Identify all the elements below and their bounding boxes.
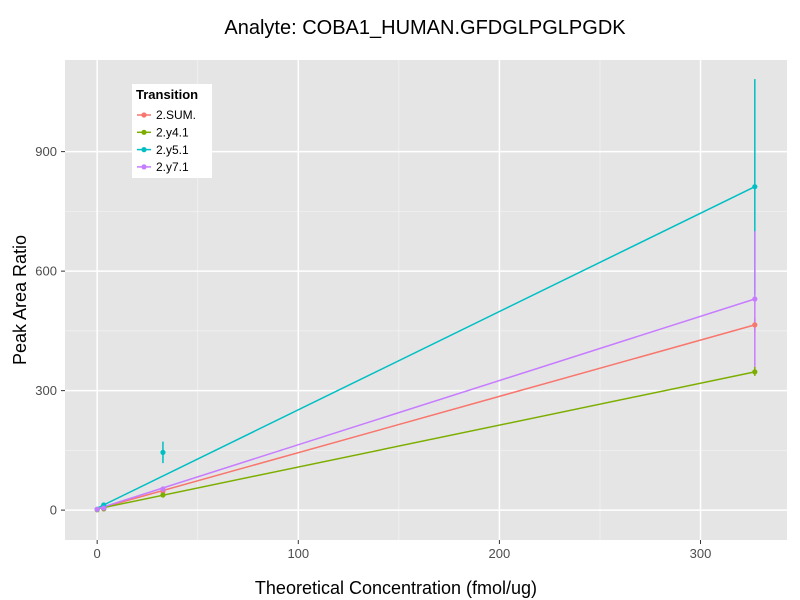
x-axis-title: Theoretical Concentration (fmol/ug) [255, 578, 537, 598]
data-point-2-y4-1 [752, 369, 758, 375]
chart-title: Analyte: COBA1_HUMAN.GFDGLPGLPGDK [224, 17, 626, 39]
x-axis-ticks: 0 100 200 300 [94, 540, 712, 561]
data-point-2-y5-1 [752, 184, 758, 190]
x-tick-label: 300 [690, 546, 712, 561]
legend-label: 2.SUM. [156, 108, 196, 122]
y-axis-ticks: 0 300 600 900 [35, 144, 65, 518]
x-tick-label: 100 [287, 546, 309, 561]
legend-item-2-sum: 2.SUM. [137, 108, 196, 122]
data-point-2-y4-1 [160, 492, 166, 498]
data-point-2-y7-1 [160, 486, 166, 492]
legend-item-2-y5-1: 2.y5.1 [137, 143, 189, 157]
data-point-2-y7-1 [101, 505, 107, 511]
y-tick-label: 300 [35, 383, 57, 398]
legend-key-point [141, 147, 147, 153]
fit-line-2-y4-1 [97, 371, 755, 510]
data-point-2-y7-1 [752, 296, 758, 302]
legend-label: 2.y4.1 [156, 126, 189, 140]
legend-title: Transition [136, 87, 198, 102]
gridlines [65, 60, 787, 540]
legend-item-2-y7-1: 2.y7.1 [137, 160, 189, 174]
legend-label: 2.y7.1 [156, 160, 189, 174]
legend-key-point [141, 112, 147, 118]
fit-line-2-sum [96, 324, 756, 510]
data-point-2-sum [752, 322, 758, 328]
fit-line-2-y5-1 [96, 185, 756, 509]
legend-item-2-y4-1: 2.y4.1 [137, 126, 189, 140]
fit-lines [96, 185, 756, 510]
data-point-2-y5-1 [160, 449, 166, 455]
data-point-2-y7-1 [94, 506, 100, 512]
legend: Transition 2.SUM. 2.y4.1 2.y5.1 2.y7.1 [132, 84, 212, 178]
x-tick-label: 0 [94, 546, 101, 561]
x-tick-label: 200 [489, 546, 511, 561]
legend-key-point [141, 129, 147, 135]
data-points [94, 184, 758, 513]
y-tick-label: 900 [35, 144, 57, 159]
y-tick-label: 600 [35, 264, 57, 279]
legend-label: 2.y5.1 [156, 143, 189, 157]
y-tick-label: 0 [50, 503, 57, 518]
legend-key-point [141, 164, 147, 170]
fit-line-2-y7-1 [96, 298, 756, 510]
y-axis-title: Peak Area Ratio [10, 235, 30, 365]
